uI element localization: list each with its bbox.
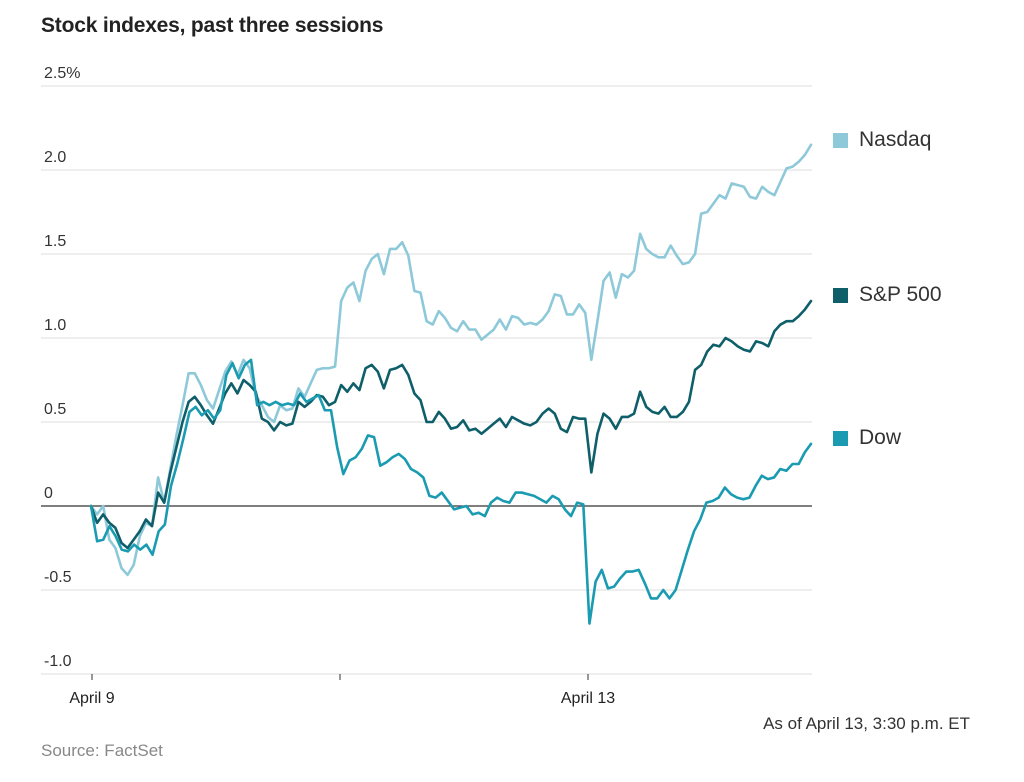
grid-lines: [41, 85, 812, 675]
y-tick-label: 2.0: [44, 149, 66, 166]
as-of-note: As of April 13, 3:30 p.m. ET: [763, 714, 970, 733]
legend-label-nasdaq: Nasdaq: [859, 128, 932, 151]
series-lines: [89, 143, 813, 625]
x-axis: April 9 April 13: [69, 674, 615, 707]
legend-swatch-dow: [833, 430, 848, 446]
y-tick-label: 2.5%: [44, 65, 80, 82]
source-note: Source: FactSet: [41, 741, 163, 760]
y-tick-label: -1.0: [44, 653, 72, 670]
x-tick-label: April 13: [561, 690, 615, 707]
x-tick-label: April 9: [69, 690, 114, 707]
series-line-sp500: [89, 299, 813, 550]
y-tick-label: 1.0: [44, 317, 66, 334]
y-tick-label: 0: [44, 485, 53, 502]
legend-swatch-nasdaq: [833, 132, 848, 148]
series-line-dow: [89, 358, 813, 625]
chart-title: Stock indexes, past three sessions: [41, 14, 384, 37]
y-tick-label: 1.5: [44, 233, 66, 250]
y-tick-label: 0.5: [44, 401, 66, 418]
y-axis-ticks: 2.5% 2.0 1.5 1.0 0.5 0 -0.5 -1.0: [44, 65, 80, 670]
y-tick-label: -0.5: [44, 569, 72, 586]
legend-swatch-sp500: [833, 287, 848, 303]
legend-label-dow: Dow: [859, 426, 902, 449]
legend-item-dow: Dow: [833, 426, 901, 450]
legend-item-nasdaq: Nasdaq: [833, 128, 931, 152]
legend-label-sp500: S&P 500: [859, 283, 942, 306]
legend-item-sp500: S&P 500: [833, 283, 942, 307]
series-line-nasdaq: [89, 143, 813, 577]
